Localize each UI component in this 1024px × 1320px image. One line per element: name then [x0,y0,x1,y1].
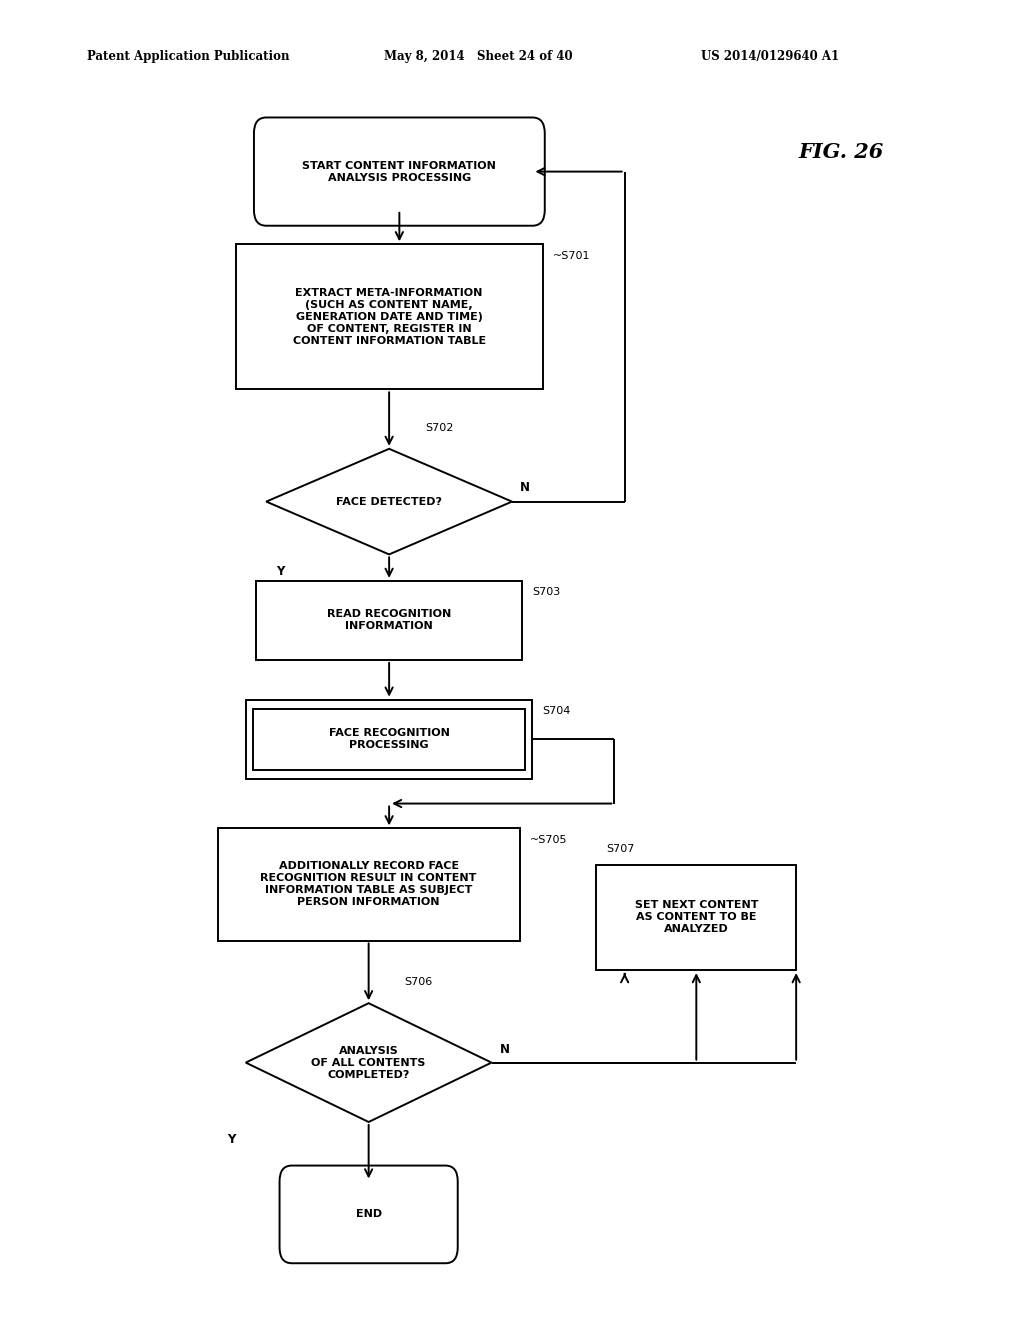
Text: FACE RECOGNITION
PROCESSING: FACE RECOGNITION PROCESSING [329,729,450,750]
Text: ~S705: ~S705 [530,836,567,845]
Text: Y: Y [227,1133,236,1146]
Text: EXTRACT META-INFORMATION
(SUCH AS CONTENT NAME,
GENERATION DATE AND TIME)
OF CON: EXTRACT META-INFORMATION (SUCH AS CONTEN… [293,288,485,346]
Polygon shape [246,1003,492,1122]
Text: N: N [500,1043,510,1056]
Bar [253,709,525,770]
Text: S702: S702 [425,422,454,433]
Text: READ RECOGNITION
INFORMATION: READ RECOGNITION INFORMATION [327,610,452,631]
Bar [246,700,532,779]
Bar [217,829,519,940]
Text: ~S701: ~S701 [553,251,591,261]
Text: Y: Y [276,565,285,578]
Text: START CONTENT INFORMATION
ANALYSIS PROCESSING: START CONTENT INFORMATION ANALYSIS PROCE… [302,161,497,182]
Text: SET NEXT CONTENT
AS CONTENT TO BE
ANALYZED: SET NEXT CONTENT AS CONTENT TO BE ANALYZ… [635,900,758,935]
Text: S703: S703 [532,587,561,598]
FancyBboxPatch shape [280,1166,458,1263]
Text: N: N [520,480,530,494]
Bar [596,865,797,970]
Polygon shape [266,449,512,554]
Text: S707: S707 [606,843,635,854]
Text: ADDITIONALLY RECORD FACE
RECOGNITION RESULT IN CONTENT
INFORMATION TABLE AS SUBJ: ADDITIONALLY RECORD FACE RECOGNITION RES… [260,862,477,907]
Bar [236,244,543,389]
Text: Patent Application Publication: Patent Application Publication [87,50,290,63]
Text: US 2014/0129640 A1: US 2014/0129640 A1 [701,50,840,63]
Text: ANALYSIS
OF ALL CONTENTS
COMPLETED?: ANALYSIS OF ALL CONTENTS COMPLETED? [311,1045,426,1080]
Text: FACE DETECTED?: FACE DETECTED? [336,496,442,507]
FancyBboxPatch shape [254,117,545,226]
Text: S706: S706 [404,977,433,987]
Text: END: END [355,1209,382,1220]
Text: S704: S704 [543,706,571,717]
Text: FIG. 26: FIG. 26 [799,141,884,162]
Text: May 8, 2014   Sheet 24 of 40: May 8, 2014 Sheet 24 of 40 [384,50,572,63]
Bar [256,581,522,660]
